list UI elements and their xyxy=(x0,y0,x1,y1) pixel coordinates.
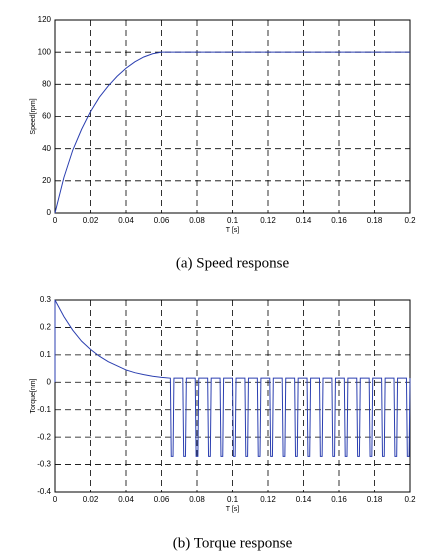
y-tick-label: 0 xyxy=(47,377,52,386)
y-tick-label: 0.2 xyxy=(40,323,52,332)
caption: (b) Torque response xyxy=(173,535,293,551)
x-tick-label: 0.2 xyxy=(404,495,416,504)
x-tick-label: 0.04 xyxy=(118,216,134,225)
y-tick-label: 40 xyxy=(42,144,51,153)
x-tick-label: 0.04 xyxy=(118,495,134,504)
y-tick-label: -0.2 xyxy=(37,432,51,441)
x-tick-label: 0 xyxy=(53,216,58,225)
y-axis-label: Torque[nm] xyxy=(30,378,37,413)
y-tick-label: -0.3 xyxy=(37,460,51,469)
y-tick-label: 80 xyxy=(42,79,51,88)
x-tick-label: 0.1 xyxy=(227,216,239,225)
x-axis-label: T [s] xyxy=(226,227,240,234)
x-tick-label: 0.14 xyxy=(296,495,312,504)
x-tick-label: 0.08 xyxy=(189,495,205,504)
series-line xyxy=(54,299,411,457)
x-tick-label: 0.12 xyxy=(260,495,276,504)
x-axis-label: T [s] xyxy=(226,506,240,513)
y-tick-label: -0.1 xyxy=(37,405,51,414)
y-tick-label: 0.1 xyxy=(40,350,52,359)
x-tick-label: 0.06 xyxy=(154,216,170,225)
x-tick-label: 0.18 xyxy=(367,216,383,225)
x-tick-label: 0.16 xyxy=(331,495,347,504)
x-tick-label: 0.02 xyxy=(83,216,99,225)
y-tick-label: 100 xyxy=(38,47,52,56)
x-tick-label: 0.18 xyxy=(367,495,383,504)
y-tick-label: 20 xyxy=(42,176,51,185)
y-tick-label: -0.4 xyxy=(37,487,51,496)
x-tick-label: 0.1 xyxy=(227,495,239,504)
series-line xyxy=(54,51,410,214)
x-tick-label: 0 xyxy=(53,495,58,504)
y-tick-label: 60 xyxy=(42,112,51,121)
x-tick-label: 0.08 xyxy=(189,216,205,225)
y-tick-label: 0.3 xyxy=(40,295,52,304)
x-tick-label: 0.12 xyxy=(260,216,276,225)
x-tick-label: 0.2 xyxy=(404,216,416,225)
caption: (a) Speed response xyxy=(176,255,290,271)
x-tick-label: 0.14 xyxy=(296,216,312,225)
x-tick-label: 0.06 xyxy=(154,495,170,504)
x-tick-label: 0.16 xyxy=(331,216,347,225)
y-axis-label: Speed[rpm] xyxy=(30,98,37,134)
y-tick-label: 0 xyxy=(47,208,52,217)
x-tick-label: 0.02 xyxy=(83,495,99,504)
y-tick-label: 120 xyxy=(38,15,52,24)
